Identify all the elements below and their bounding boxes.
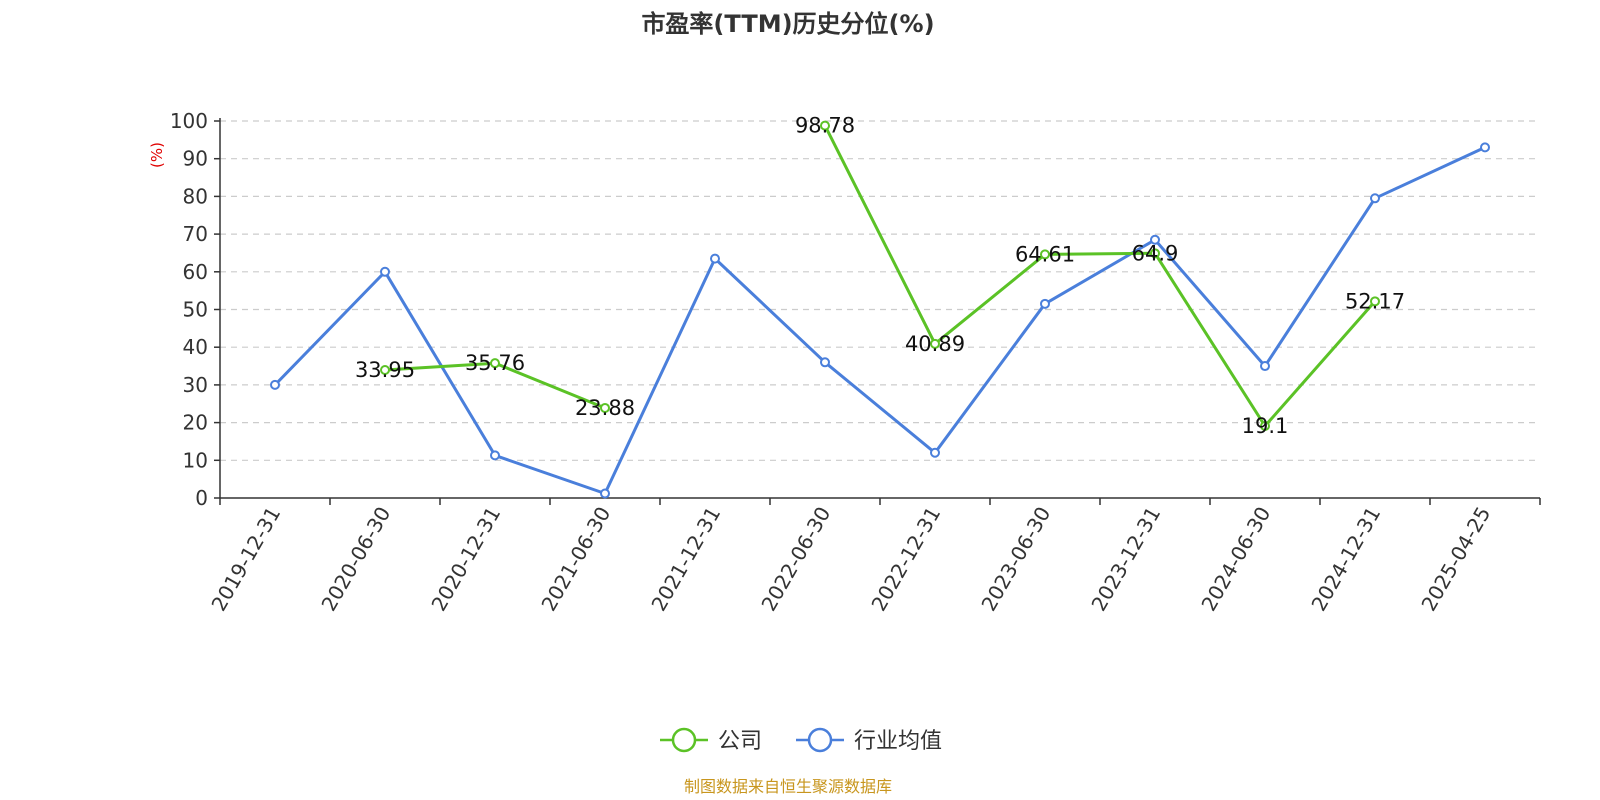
series-line-0 [384, 124, 1377, 428]
x-tick-label: 2024-12-31 [1306, 503, 1385, 616]
x-tick-label: 2020-12-31 [426, 503, 505, 616]
data-label: 52.17 [1345, 289, 1405, 313]
data-point [930, 338, 940, 349]
chart-title: 市盈率(TTM)历史分位(%) [641, 10, 934, 38]
data-label: 64.61 [1015, 242, 1075, 266]
legend-label: 行业均值 [854, 729, 942, 754]
data-label: 40.89 [905, 332, 965, 356]
data-point [490, 450, 500, 461]
data-point [1370, 193, 1380, 204]
data-point [270, 379, 280, 390]
y-tick-label: 90 [183, 147, 208, 171]
data-point [1150, 234, 1160, 245]
data-label: 19.1 [1242, 414, 1289, 438]
x-tick-label: 2021-12-31 [646, 503, 725, 616]
data-label: 23.88 [575, 396, 635, 420]
series-lines [270, 120, 1490, 499]
legend-label: 公司 [718, 729, 762, 754]
y-tick-label: 40 [183, 335, 208, 359]
x-tick-label: 2020-06-30 [316, 503, 395, 616]
y-tick-label: 20 [183, 411, 208, 435]
data-point [710, 253, 720, 264]
x-tick-label: 2023-12-31 [1086, 503, 1165, 616]
x-tick-label: 2022-06-30 [756, 503, 835, 616]
data-point [820, 120, 830, 131]
y-tick-label: 60 [183, 260, 208, 284]
legend-marker [807, 727, 833, 753]
y-tick-label: 70 [183, 222, 208, 246]
data-point [380, 365, 390, 376]
y-tick-label: 50 [183, 298, 208, 322]
y-tick-label: 30 [183, 373, 208, 397]
x-tick-label: 2021-06-30 [536, 503, 615, 616]
x-tick-label: 2023-06-30 [976, 503, 1055, 616]
data-label: 33.95 [355, 358, 415, 382]
y-tick-label: 80 [183, 184, 208, 208]
series-line-1 [273, 146, 1486, 495]
data-point [380, 266, 390, 277]
data-point [1260, 420, 1270, 431]
data-label: 98.78 [795, 114, 855, 138]
x-tick-label: 2022-12-31 [866, 503, 945, 616]
data-point [820, 357, 830, 368]
x-tick-label: 2024-06-30 [1196, 503, 1275, 616]
grid-lines [220, 120, 1540, 461]
data-point [1480, 142, 1490, 153]
data-point [1370, 296, 1380, 307]
data-source-note: 制图数据来自恒生聚源数据库 [684, 777, 892, 796]
y-tick-label: 100 [170, 109, 208, 133]
data-point [930, 447, 940, 458]
data-point [490, 358, 500, 369]
data-labels: 33.95 35.76 23.88 98.78 40.89 64.61 64.9 19.1 52… [355, 114, 1405, 438]
data-label: 64.9 [1132, 241, 1179, 265]
y-axis-unit: (%) [148, 142, 166, 168]
data-point [1040, 249, 1050, 260]
legend: 公司 行业均值 [660, 727, 942, 754]
data-point [1040, 298, 1050, 309]
data-point [600, 488, 610, 499]
y-tick-label: 10 [183, 448, 208, 472]
data-label: 35.76 [465, 351, 525, 375]
data-point [1150, 248, 1160, 259]
x-tick-label: 2019-12-31 [206, 503, 285, 616]
data-point [1260, 361, 1270, 372]
x-tick-label: 2025-04-25 [1416, 503, 1495, 616]
data-point [600, 402, 610, 413]
legend-marker [671, 727, 697, 753]
y-tick-label: 0 [195, 486, 208, 510]
